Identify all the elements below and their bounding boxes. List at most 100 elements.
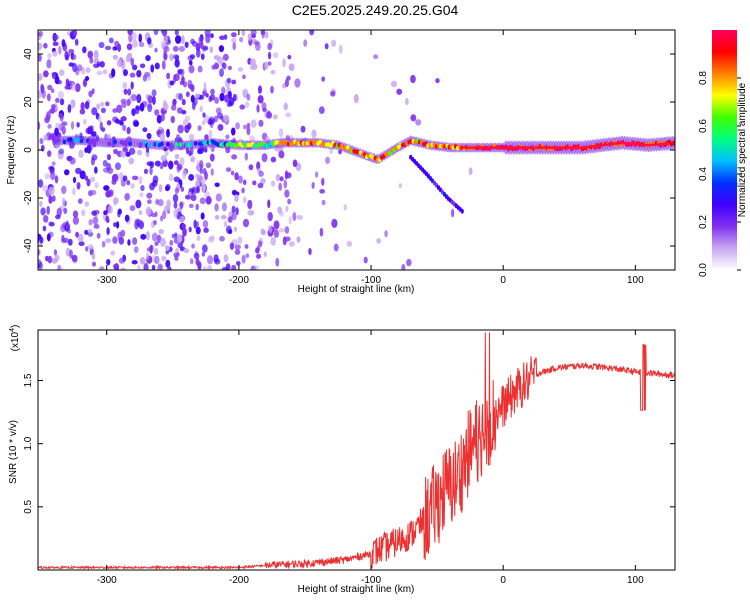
spectrogram-noise-blob: [69, 82, 76, 91]
spectrogram-noise-blob: [267, 51, 272, 60]
spectrogram-noise-blob: [106, 153, 111, 161]
spectrogram-noise-blob: [221, 62, 227, 70]
spectrogram-noise-blob: [160, 113, 165, 122]
spectrogram-noise-blob: [184, 115, 191, 122]
band-mark: [178, 142, 183, 147]
spectrogram-noise-blob: [77, 198, 83, 204]
spectrogram-noise-blob: [261, 153, 268, 163]
spectrogram-noise-blob: [46, 233, 51, 242]
spectrogram-noise-blob: [59, 98, 65, 106]
spectrogram-noise-blob: [103, 210, 108, 216]
spectrogram-noise-blob: [233, 226, 238, 232]
spectrogram-noise-blob: [174, 30, 179, 36]
spectrogram-noise-blob: [191, 243, 195, 249]
spectrogram-noise-blob: [261, 229, 266, 236]
spectrogram-noise-blob: [174, 55, 180, 62]
spectrogram-noise-blob: [225, 134, 230, 140]
spectrogram-noise-blob: [75, 83, 81, 93]
spectrogram-noise-blob: [296, 215, 303, 220]
spectrogram-noise-blob: [156, 130, 161, 135]
spectrogram-noise-blob: [376, 238, 381, 244]
spectrogram-noise-blob: [149, 161, 155, 169]
spectrogram-noise-blob: [88, 218, 93, 226]
band-mark: [52, 137, 56, 143]
spectrogram-noise-blob: [100, 107, 106, 114]
spectrogram-noise-blob: [184, 41, 189, 48]
spectrogram-noise-blob: [174, 153, 180, 160]
spectrogram-noise-blob: [202, 220, 209, 229]
spectrogram-noise-blob: [232, 42, 237, 51]
spectrogram-noise-blob: [264, 61, 269, 70]
spectrogram-noise-blob: [200, 53, 205, 60]
spectrogram-noise-blob: [227, 90, 232, 99]
spectrogram-noise-blob: [102, 159, 108, 167]
spectrogram-noise-blob: [132, 39, 138, 48]
spectrogram-noise-blob: [188, 133, 195, 142]
spectrogram-noise-blob: [139, 192, 144, 198]
spectrogram-noise-blob: [87, 50, 94, 59]
spectrogram-noise-blob: [82, 46, 87, 54]
spectrogram-noise-blob: [270, 180, 276, 187]
band-mark: [159, 141, 164, 147]
spectrogram-noise-blob: [149, 244, 154, 251]
spectrogram-noise-blob: [38, 248, 42, 256]
spectrogram-noise-blob: [145, 54, 151, 62]
spectrogram-noise-blob: [69, 157, 76, 165]
spectrogram-noise-blob: [266, 111, 273, 119]
spectrogram-noise-blob: [237, 67, 244, 72]
spectrogram-noise-blob: [174, 35, 182, 44]
spectrogram-noise-blob: [300, 125, 306, 133]
band-mark: [174, 142, 179, 147]
spectrogram-noise-blob: [234, 249, 241, 255]
spectrogram-noise-blob: [120, 151, 127, 158]
spectrogram-main-band: [51, 135, 675, 214]
spectrogram-noise-blob: [44, 173, 51, 180]
spectrogram-noise-blob: [138, 176, 143, 185]
spectrogram-noise-blob: [163, 45, 170, 53]
spectrogram-noise-blob: [278, 227, 285, 233]
band-mark: [318, 139, 323, 145]
spectrogram-noise-blob: [219, 35, 226, 41]
spectrogram-noise-blob: [248, 164, 254, 171]
spectrogram-noise-blob: [208, 129, 213, 139]
spectrogram-noise-blob: [86, 178, 91, 187]
spectrogram-noise-blob: [85, 76, 90, 81]
spectrogram-noise-blob: [197, 65, 203, 73]
spectrogram-noise-blob: [257, 240, 263, 248]
spectrogram-noise-blob: [173, 176, 180, 183]
spectrogram-noise-blob: [54, 75, 60, 85]
spectrogram-noise-blob: [149, 166, 153, 176]
spectrogram-noise-blob: [319, 227, 324, 237]
spectrogram-noise-blob: [193, 97, 198, 106]
spectrogram-noise-blob: [68, 48, 75, 54]
spectrogram-noise-blob: [39, 236, 44, 244]
spectrogram-noise-blob: [165, 259, 171, 268]
spectrogram-noise-blob: [178, 45, 186, 52]
spectrogram-noise-blob: [165, 245, 170, 251]
spectrogram-noise-blob: [247, 199, 253, 210]
spectrogram-noise-blob: [199, 160, 204, 170]
snr-y-label: SNR (10 * v/v): [8, 420, 19, 484]
spectrogram-noise-blob: [132, 237, 138, 246]
spectrogram-noise-blob: [201, 244, 208, 253]
spectrogram-noise-blob: [242, 124, 248, 130]
spectrogram-noise-blob: [75, 231, 79, 238]
spectrogram-noise-blob: [242, 196, 247, 204]
spectrogram-noise-blob: [202, 266, 207, 270]
spectrogram-noise-blob: [70, 99, 76, 109]
spectrogram-noise: [38, 30, 473, 270]
spectrogram-noise-blob: [180, 186, 185, 192]
spectrogram-noise-blob: [154, 241, 159, 246]
spectrogram-noise-blob: [197, 261, 202, 270]
spectrogram-noise-blob: [82, 118, 87, 125]
spectrogram-noise-blob: [200, 212, 205, 220]
band-mark: [62, 139, 67, 144]
spectrogram-noise-blob: [214, 214, 220, 220]
spectrogram-noise-blob: [190, 194, 197, 202]
spectrogram-noise-blob: [122, 115, 126, 122]
spectrogram-noise-blob: [136, 69, 142, 78]
spectrogram-noise-blob: [96, 232, 101, 239]
spectrogram-noise-blob: [107, 167, 114, 175]
spectrogram-noise-blob: [91, 131, 97, 137]
